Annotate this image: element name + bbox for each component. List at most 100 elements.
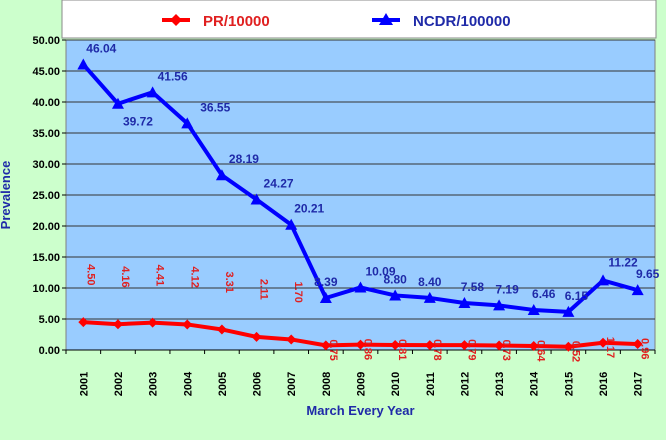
- series-2-point: [215, 169, 228, 181]
- series-1-data-label: 0.52: [569, 341, 581, 362]
- y-tick-label: 0.00: [39, 345, 60, 357]
- series-2-point: [354, 281, 367, 293]
- series-1-point: [494, 340, 505, 351]
- series-1-data-label: 2.11: [258, 279, 270, 300]
- series-2-data-label: 7.58: [461, 280, 485, 294]
- series-1-data-label: 0.81: [396, 339, 408, 360]
- x-tick-label: 2016: [598, 372, 610, 396]
- series-1-point: [251, 331, 262, 342]
- x-tick-label: 2010: [390, 372, 402, 396]
- legend-marker-2: [379, 13, 393, 25]
- x-tick-label: 2011: [425, 372, 437, 396]
- y-tick-label: 10.00: [32, 283, 60, 295]
- series-2-data-label: 6.46: [532, 287, 556, 301]
- series-1-data-label: 1.70: [292, 281, 304, 302]
- series-2-data-label: 8.39: [314, 275, 338, 289]
- series-2-point: [597, 274, 610, 286]
- series-2-data-label: 6.15: [565, 289, 589, 303]
- series-2-point: [458, 297, 471, 309]
- x-tick-label: 2013: [494, 372, 506, 396]
- series-1-data-label: 0.73: [500, 339, 512, 360]
- x-tick-label: 2015: [563, 372, 575, 396]
- series-1-data-label: 3.31: [223, 271, 235, 292]
- series-1-point: [563, 341, 574, 352]
- series-2-data-label: 7.19: [495, 282, 519, 296]
- series-1-data-label: 4.41: [154, 265, 166, 286]
- y-axis-title: Prevalence: [0, 161, 13, 230]
- series-2-point: [493, 299, 506, 311]
- series-2-point: [250, 193, 263, 205]
- legend-label-2: NCDR/100000: [413, 13, 511, 30]
- series-2-point: [319, 291, 332, 303]
- y-tick-label: 15.00: [32, 252, 60, 264]
- legend-label-1: PR/10000: [203, 13, 270, 30]
- series-2-data-label: 20.21: [294, 202, 324, 216]
- series-1-data-label: 4.50: [84, 264, 96, 285]
- x-tick-label: 2012: [459, 372, 471, 396]
- y-tick-label: 30.00: [32, 159, 60, 171]
- y-tick-label: 25.00: [32, 190, 60, 202]
- x-tick-label: 2006: [252, 372, 264, 396]
- x-tick-label: 2002: [113, 372, 125, 396]
- series-2-data-label: 8.80: [383, 272, 407, 286]
- series-2-data-label: 41.56: [158, 69, 188, 83]
- series-1-point: [390, 339, 401, 350]
- series-1-point: [147, 317, 158, 328]
- series-2-point: [631, 284, 644, 296]
- series-1-point: [632, 339, 643, 350]
- series-2-data-label: 46.04: [86, 42, 116, 56]
- series-2-data-label: 8.40: [418, 275, 442, 289]
- series-1-data-label: 4.12: [188, 266, 200, 287]
- y-tick-label: 35.00: [32, 128, 60, 140]
- series-2-point: [77, 58, 90, 70]
- series-2-data-label: 11.22: [608, 255, 638, 269]
- series-2-point: [562, 305, 575, 317]
- series-1-point: [355, 339, 366, 350]
- series-2-point: [389, 289, 402, 301]
- series-1-data-label: 0.64: [535, 340, 547, 362]
- series-2-point: [181, 117, 194, 129]
- series-2-point: [527, 303, 540, 315]
- series-1-point: [598, 337, 609, 348]
- series-2-data-label: 36.55: [200, 100, 230, 114]
- y-tick-label: 45.00: [32, 66, 60, 78]
- series-2-data-label: 10.09: [365, 264, 395, 278]
- series-1-point: [112, 319, 123, 330]
- y-tick-label: 50.00: [32, 35, 60, 47]
- series-2-data-label: 28.19: [229, 152, 259, 166]
- y-tick-label: 5.00: [39, 314, 60, 326]
- legend-marker-1: [170, 14, 182, 26]
- series-2-data-label: 9.65: [636, 267, 660, 281]
- x-tick-label: 2014: [529, 371, 541, 396]
- series-1-point: [424, 340, 435, 351]
- series-1-data-label: 0.96: [639, 338, 651, 359]
- series-2-point: [146, 86, 159, 98]
- x-tick-label: 2017: [633, 372, 645, 396]
- y-tick-label: 40.00: [32, 97, 60, 109]
- legend-box: [61, 0, 657, 39]
- series-2-data-label: 24.27: [264, 177, 294, 191]
- series-2-point: [285, 218, 298, 230]
- x-tick-label: 2005: [217, 372, 229, 396]
- x-tick-label: 2004: [182, 371, 194, 396]
- series-2-data-label: 39.72: [123, 115, 153, 129]
- series-1-point: [78, 317, 89, 328]
- series-1-data-label: 4.16: [119, 266, 131, 287]
- series-1-point: [320, 340, 331, 351]
- x-tick-label: 2001: [78, 372, 90, 396]
- series-1-point: [216, 324, 227, 335]
- x-tick-label: 2008: [321, 372, 333, 396]
- series-1-point: [528, 341, 539, 352]
- x-tick-label: 2009: [356, 372, 368, 396]
- x-tick-label: 2003: [148, 372, 160, 396]
- x-tick-label: 2007: [286, 372, 298, 396]
- series-1-point: [286, 334, 297, 345]
- y-tick-label: 20.00: [32, 221, 60, 233]
- series-1-data-label: 0.79: [465, 339, 477, 360]
- series-2-point: [111, 97, 124, 109]
- series-1-data-label: 1.17: [604, 337, 616, 358]
- series-1-data-label: 0.78: [431, 339, 443, 360]
- series-1-point: [459, 340, 470, 351]
- series-1-data-label: 0.75: [327, 339, 339, 360]
